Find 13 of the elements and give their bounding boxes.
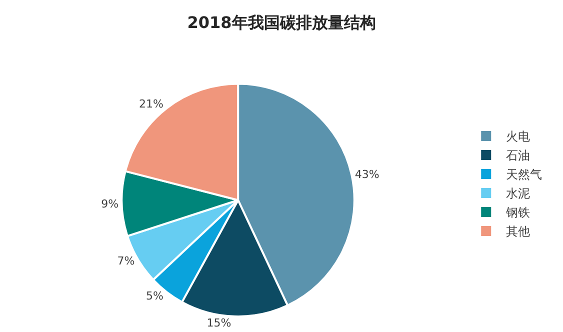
legend-label: 钢铁 — [505, 206, 530, 220]
data-label: 5% — [146, 290, 164, 303]
data-label: 7% — [117, 254, 135, 268]
chart-title: 2018年我国碳排放量结构 — [187, 12, 376, 32]
legend-label: 水泥 — [506, 186, 530, 201]
data-label: 21% — [139, 98, 164, 111]
data-label: 9% — [101, 197, 119, 210]
legend-label: 其他 — [506, 224, 530, 239]
legend-label: 天然气 — [506, 168, 542, 182]
data-label: 15% — [206, 316, 232, 330]
legend-label: 火电 — [506, 130, 530, 144]
data-label: 43% — [354, 168, 380, 181]
legend-label: 石油 — [506, 148, 530, 163]
